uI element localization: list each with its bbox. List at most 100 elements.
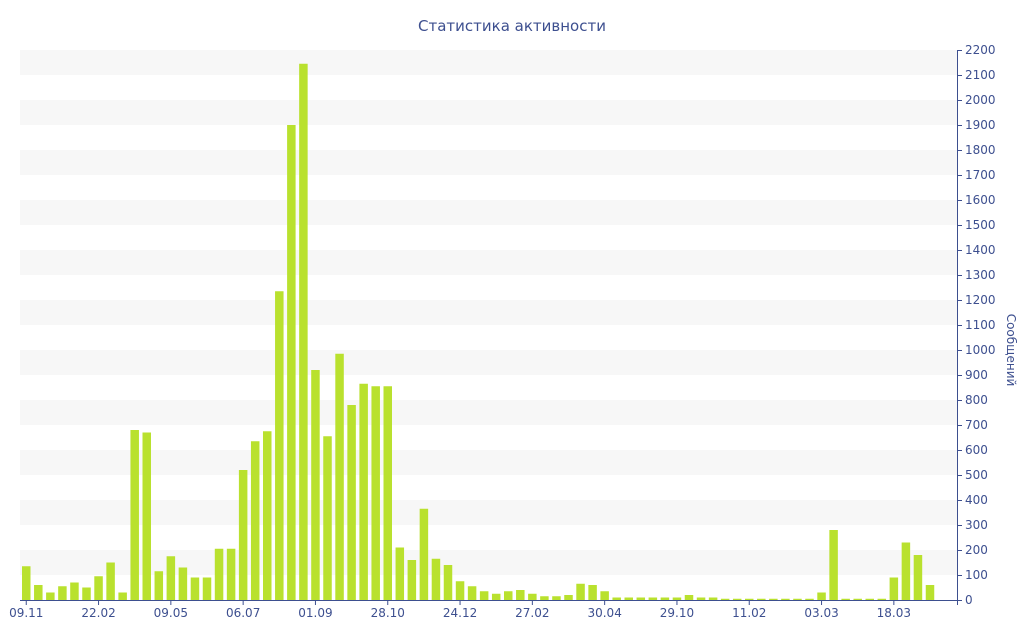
bar <box>202 577 212 600</box>
y-tick-label: 2200 <box>965 43 996 57</box>
bar <box>769 598 778 600</box>
bar <box>82 587 91 600</box>
x-tick-label: 06.07 <box>226 606 260 620</box>
bar <box>359 383 368 600</box>
y-tick-label: 1600 <box>965 193 996 207</box>
bars <box>22 63 935 600</box>
bar <box>925 585 935 600</box>
bar <box>648 597 658 600</box>
bar <box>660 597 670 600</box>
bar <box>684 595 694 600</box>
y-tick-label: 300 <box>965 518 988 532</box>
bar <box>118 592 127 600</box>
bar <box>190 577 200 600</box>
x-tick-label: 03.03 <box>804 606 838 620</box>
bar <box>323 436 332 600</box>
bar <box>564 595 573 600</box>
bar <box>528 593 537 600</box>
y-tick-label: 1900 <box>965 118 996 132</box>
x-tick-label: 11.02 <box>732 606 766 620</box>
y-tick-label: 500 <box>965 468 988 482</box>
bar <box>431 558 441 600</box>
x-tick-label: 09.05 <box>154 606 188 620</box>
y-tick-label: 1500 <box>965 218 996 232</box>
bar <box>745 598 754 600</box>
bar <box>600 591 609 600</box>
chart-title: Статистика активности <box>418 17 606 35</box>
bar <box>913 555 923 600</box>
bar <box>419 508 429 600</box>
bar <box>491 593 501 600</box>
bar <box>130 430 139 600</box>
bar <box>781 598 790 600</box>
grid-band <box>20 300 957 325</box>
y-tick-label: 900 <box>965 368 988 382</box>
grid-band <box>20 400 957 425</box>
bar <box>467 586 477 600</box>
bar <box>696 597 706 600</box>
bar <box>34 585 43 600</box>
bar <box>443 565 453 600</box>
grid-band <box>20 550 957 575</box>
grid-bands <box>20 50 957 575</box>
bar <box>612 597 621 600</box>
bar <box>732 598 742 600</box>
bar <box>720 598 730 600</box>
bar <box>672 597 682 600</box>
bar <box>22 566 31 600</box>
y-axis-label: Сообщений <box>1004 314 1018 387</box>
bar <box>407 560 417 600</box>
grid-band <box>20 450 957 475</box>
x-tick-label: 30.04 <box>587 606 621 620</box>
bar <box>70 582 79 600</box>
bar <box>166 556 176 600</box>
grid-band <box>20 350 957 375</box>
x-tick-label: 01.09 <box>298 606 332 620</box>
bar <box>106 562 115 600</box>
bar <box>371 386 380 600</box>
x-tick-label: 22.02 <box>81 606 115 620</box>
bar <box>58 586 67 600</box>
bar <box>275 291 284 600</box>
bar <box>383 386 392 600</box>
y-tick-label: 1000 <box>965 343 996 357</box>
y-tick-label: 200 <box>965 543 988 557</box>
bar <box>841 598 850 600</box>
grid-band <box>20 200 957 225</box>
y-tick-label: 800 <box>965 393 988 407</box>
bar <box>757 598 766 600</box>
x-tick-label: 27.02 <box>515 606 549 620</box>
bar <box>540 596 549 600</box>
bar <box>504 591 513 600</box>
x-tick-label: 09.11 <box>9 606 43 620</box>
bar <box>901 542 911 600</box>
grid-band <box>20 500 957 525</box>
bar <box>865 598 874 600</box>
x-tick-label: 24.12 <box>443 606 477 620</box>
bar <box>142 432 151 600</box>
y-tick-label: 700 <box>965 418 988 432</box>
bar <box>154 571 164 600</box>
grid-band <box>20 250 957 275</box>
bar <box>576 583 585 600</box>
y-tick-label: 400 <box>965 493 988 507</box>
bar <box>238 470 248 600</box>
y-tick-label: 1400 <box>965 243 996 257</box>
bar <box>588 585 597 600</box>
x-tick-label: 18.03 <box>877 606 911 620</box>
bar <box>889 577 899 600</box>
bar <box>250 441 260 600</box>
y-tick-label: 1700 <box>965 168 996 182</box>
y-tick-label: 2100 <box>965 68 996 82</box>
y-tick-label: 600 <box>965 443 988 457</box>
bar <box>829 530 838 600</box>
bar <box>335 353 344 600</box>
grid-band <box>20 100 957 125</box>
bar <box>853 598 862 600</box>
bar <box>395 547 405 600</box>
bar <box>178 567 188 600</box>
y-tick-label: 1300 <box>965 268 996 282</box>
bar <box>708 597 718 600</box>
bar <box>516 590 525 600</box>
y-tick-label: 1100 <box>965 318 996 332</box>
